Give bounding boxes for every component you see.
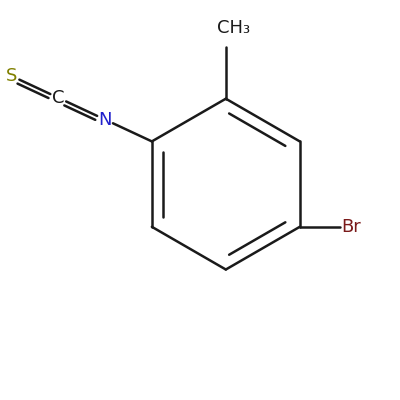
Text: Br: Br xyxy=(342,218,361,236)
Text: C: C xyxy=(52,89,64,107)
Text: CH₃: CH₃ xyxy=(217,19,250,37)
Text: N: N xyxy=(98,110,112,128)
Text: S: S xyxy=(6,67,17,85)
